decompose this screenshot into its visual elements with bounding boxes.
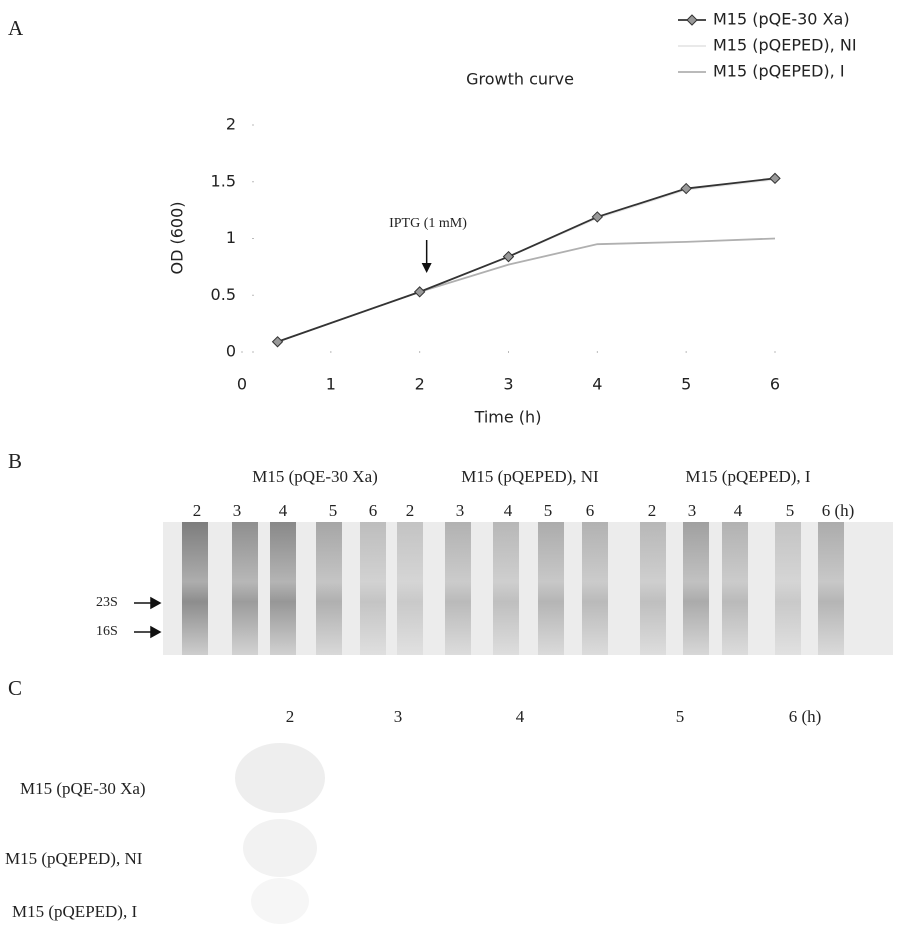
y-axis-title: OD (600) <box>168 201 187 274</box>
x-tick-label: 2 <box>415 375 425 394</box>
gel-group-label: M15 (pQEPED), I <box>685 467 810 486</box>
gel-lane-label: 2 <box>193 501 202 520</box>
gel-lane <box>316 522 342 655</box>
panel-label: B <box>8 449 22 473</box>
blot-row-label: M15 (pQE-30 Xa) <box>20 779 146 798</box>
x-tick-label: 3 <box>503 375 513 394</box>
gel-lane-label: 4 <box>279 501 288 520</box>
series-line <box>277 177 776 343</box>
gel-lane-label: 5 <box>786 501 795 520</box>
gel-lane <box>270 522 296 655</box>
data-point <box>413 286 426 298</box>
x-tick-label: 1 <box>326 375 336 394</box>
blot-column-label: 6 (h) <box>789 707 822 726</box>
gel-lane <box>182 522 208 655</box>
gel-marker-arrows <box>134 596 162 639</box>
x-tick-label: 0 <box>237 375 247 394</box>
legend-label: M15 (pQEPED), I <box>713 62 845 81</box>
gel-lane <box>360 522 386 655</box>
blot-column-label: 5 <box>676 707 685 726</box>
series-line <box>277 237 776 343</box>
gel-lane <box>397 522 423 655</box>
x-axis-title: Time (h) <box>474 408 542 427</box>
gel-lane-label: 2 <box>648 501 657 520</box>
data-point <box>271 336 284 348</box>
x-tick-label: 6 <box>770 375 780 394</box>
gel-lane <box>818 522 844 655</box>
gel-lane <box>722 522 748 655</box>
data-point <box>591 211 604 223</box>
gel-lane-label: 5 <box>544 501 553 520</box>
x-tick-label: 4 <box>592 375 602 394</box>
gel-lane-label: 3 <box>456 501 465 520</box>
gel-lane <box>232 522 258 655</box>
gel-lane <box>538 522 564 655</box>
gel-lane-label: 6 <box>369 501 378 520</box>
gel-group-label: M15 (pQEPED), NI <box>461 467 599 486</box>
x-tick-label: 5 <box>681 375 691 394</box>
y-tick-label: 1 <box>226 228 236 247</box>
legend-marker <box>686 14 698 26</box>
gel-lane-label: 4 <box>734 501 743 520</box>
annotation-arrowhead <box>421 263 432 273</box>
panel-label: C <box>8 676 22 700</box>
blot-row-label: M15 (pQEPED), NI <box>5 849 143 868</box>
blot-dot <box>251 878 309 924</box>
blot-column-label: 3 <box>394 707 403 726</box>
y-tick-label: 0 <box>226 342 236 361</box>
y-tick-label: 0.5 <box>211 285 236 304</box>
y-tick-label: 2 <box>226 115 236 134</box>
gel-lane-label: 4 <box>504 501 513 520</box>
gel-lane <box>683 522 709 655</box>
gel-marker-label: 23S <box>96 595 118 610</box>
data-point <box>502 250 515 263</box>
blot-row-label: M15 (pQEPED), I <box>12 902 137 921</box>
gel-lane-label: 6 (h) <box>822 501 855 520</box>
chart-title: Growth curve <box>466 70 574 89</box>
panel-label: A <box>8 16 24 40</box>
gel-lane-label: 2 <box>406 501 415 520</box>
legend-label: M15 (pQE-30 Xa) <box>713 10 850 29</box>
gel-group-label: M15 (pQE-30 Xa) <box>252 467 378 486</box>
gel-lane-label: 6 <box>586 501 595 520</box>
gel-lane-label: 3 <box>688 501 697 520</box>
blot-column-label: 4 <box>516 707 525 726</box>
blot-dot <box>243 819 317 877</box>
legend-label: M15 (pQEPED), NI <box>713 36 857 55</box>
data-point <box>680 182 692 195</box>
y-tick-label: 1.5 <box>211 171 236 190</box>
blot-dot <box>235 743 325 813</box>
gel-lane-label: 5 <box>329 501 338 520</box>
annotation: IPTG (1 mM) <box>389 216 467 231</box>
gel-marker-label: 16S <box>96 624 118 639</box>
data-point <box>769 172 781 185</box>
gel-lane <box>582 522 608 655</box>
blot-column-label: 2 <box>286 707 295 726</box>
gel-lane-label: 3 <box>233 501 242 520</box>
gel-lane <box>493 522 519 655</box>
gel-lane <box>775 522 801 655</box>
gel-lane <box>640 522 666 655</box>
gel-lane <box>445 522 471 655</box>
